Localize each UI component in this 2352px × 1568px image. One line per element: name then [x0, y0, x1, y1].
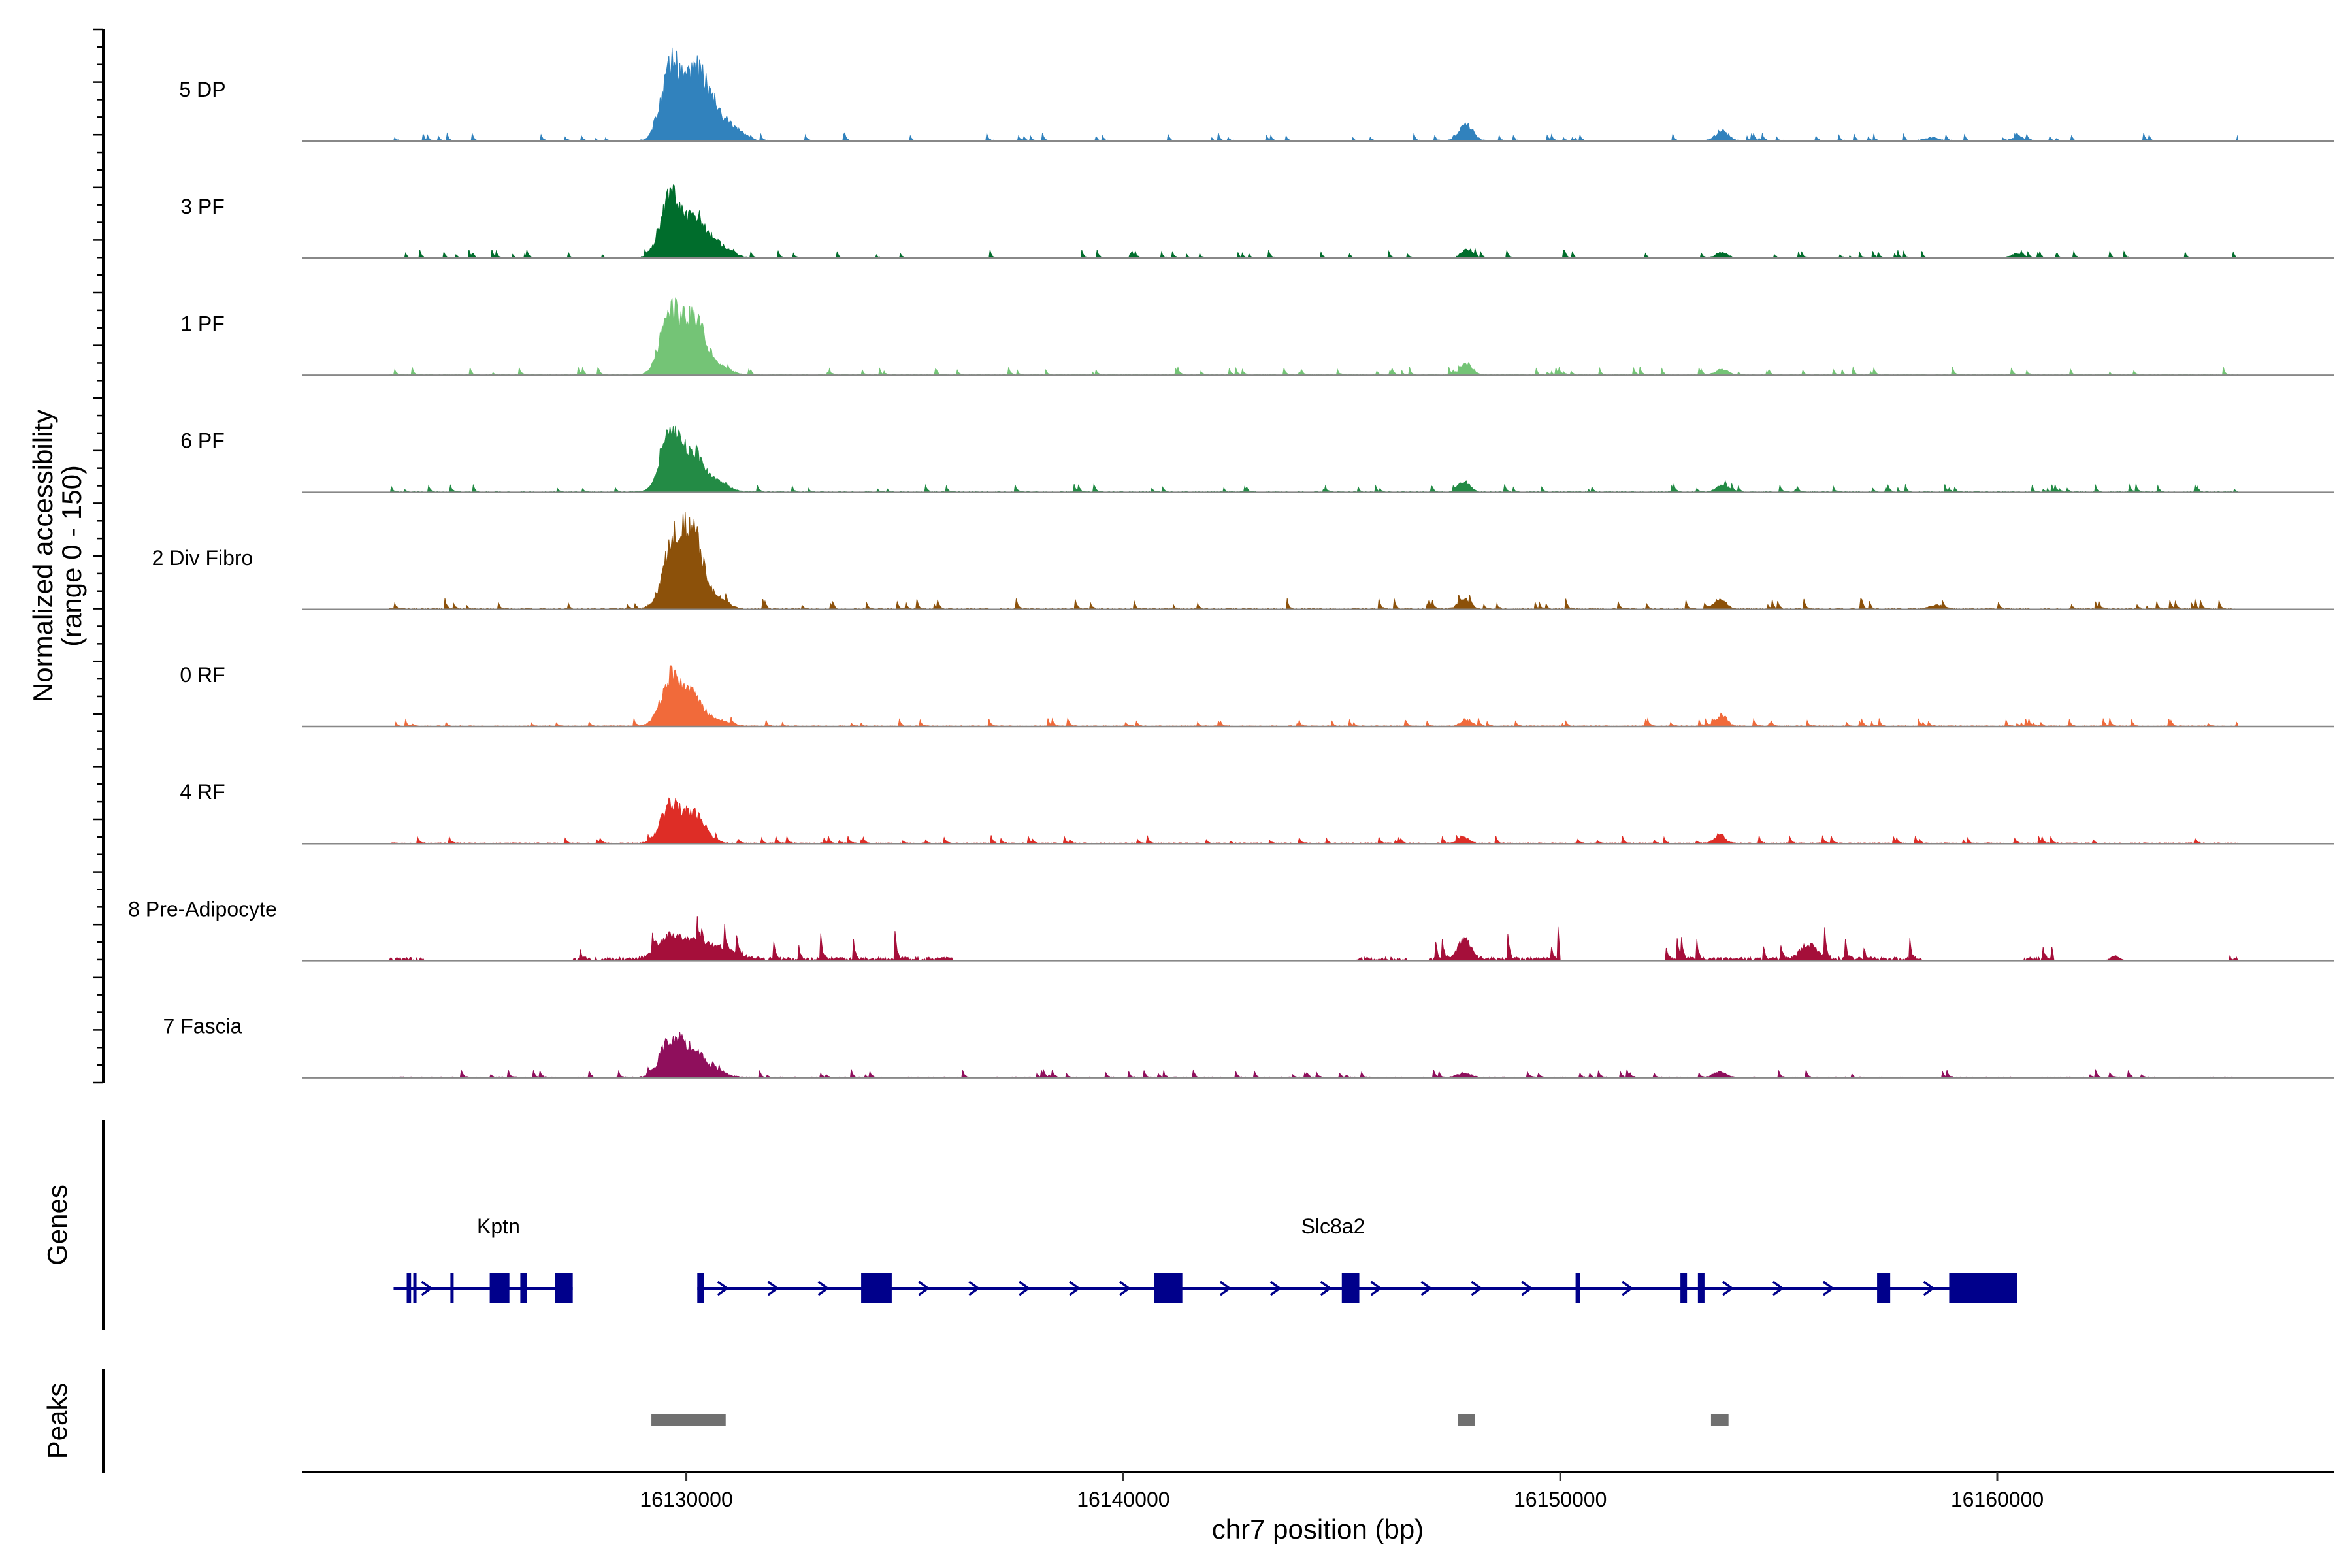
coverage-area [389, 797, 2238, 845]
y-axis-subtitle: (range 0 - 150) [56, 465, 87, 647]
coverage-area [389, 297, 2238, 376]
exon [413, 1273, 417, 1303]
strand-arrow [1772, 1281, 1784, 1296]
exon [697, 1273, 704, 1303]
strand-arrow [968, 1281, 981, 1296]
track-label: 0 RF [180, 663, 225, 687]
track-label: 4 RF [180, 780, 225, 804]
coverage-area [389, 425, 2238, 493]
gene-kptn: Kptn [393, 1215, 573, 1303]
strand-arrow [1069, 1281, 1081, 1296]
coverage-area [389, 512, 2238, 610]
track-label: 6 PF [180, 429, 225, 453]
track-label: 1 PF [180, 312, 225, 335]
track-3-pf: 3 PF [180, 184, 2334, 259]
track-label: 5 DP [179, 78, 225, 101]
peaks-panel-title: Peaks [42, 1383, 73, 1460]
track-label: 3 PF [180, 195, 225, 218]
strand-arrow [1923, 1281, 1935, 1296]
coverage-area [389, 1032, 2238, 1079]
exon [1949, 1273, 2017, 1303]
exon [1154, 1273, 1183, 1303]
strand-arrow [1269, 1281, 1282, 1296]
strand-arrow [1420, 1281, 1433, 1296]
track-label: 7 Fascia [163, 1015, 242, 1038]
exon [555, 1273, 573, 1303]
x-tick-label: 16150000 [1514, 1488, 1607, 1511]
exon [1697, 1273, 1705, 1303]
x-tick-label: 16140000 [1077, 1488, 1169, 1511]
track-label: 8 Pre-Adipocyte [128, 897, 277, 921]
strand-arrow [1822, 1281, 1835, 1296]
strand-arrow [1019, 1281, 1031, 1296]
strand-arrow [767, 1281, 779, 1296]
coverage-area [389, 47, 2238, 142]
exon [520, 1273, 527, 1303]
strand-arrow [1219, 1281, 1232, 1296]
x-axis-ticks: 16130000 16140000 16150000 16160000 [640, 1472, 2044, 1511]
strand-arrow [1471, 1281, 1483, 1296]
peak-region [651, 1414, 726, 1426]
exon [489, 1273, 510, 1303]
exon [1680, 1273, 1688, 1303]
track-6-pf: 6 PF [180, 425, 2334, 493]
peak-region [1458, 1414, 1475, 1426]
exon [1575, 1273, 1580, 1303]
coverage-area [389, 184, 2238, 259]
exon [406, 1273, 412, 1303]
peak-region [1710, 1414, 1729, 1426]
track-2-div-fibro: 2 Div Fibro [152, 512, 2334, 611]
x-tick-label: 16160000 [1951, 1488, 2044, 1511]
track-5-dp: 5 DP [179, 47, 2334, 142]
strand-arrow [918, 1281, 930, 1296]
genes-panel-title: Genes [42, 1184, 73, 1266]
coverage-tracks: 5 DP 3 PF 1 PF 6 PF 2 Div Fibro 0 RF 4 RF 8 Pre… [128, 47, 2334, 1079]
y-axis-ticks [93, 28, 103, 1084]
track-1-pf: 1 PF [180, 297, 2334, 376]
strand-arrow [421, 1281, 433, 1296]
x-tick-label: 16130000 [640, 1488, 732, 1511]
gene-name: Slc8a2 [1301, 1215, 1365, 1238]
y-axis-title: Normalized accessibility [27, 410, 58, 702]
strand-arrow [1370, 1281, 1382, 1296]
strand-arrow [1622, 1281, 1634, 1296]
gene-name: Kptn [477, 1215, 520, 1238]
exon [450, 1273, 454, 1303]
exon [1341, 1273, 1360, 1303]
track-4-rf: 4 RF [180, 780, 2334, 845]
track-label: 2 Div Fibro [152, 546, 253, 570]
track-0-rf: 0 RF [180, 663, 2334, 728]
peak-regions [651, 1414, 1729, 1426]
strand-arrow [1521, 1281, 1533, 1296]
strand-arrow [717, 1281, 729, 1296]
coverage-area [389, 916, 2238, 962]
x-axis-title: chr7 position (bp) [1212, 1514, 1424, 1544]
strand-arrow [1722, 1281, 1735, 1296]
strand-arrow [1320, 1281, 1332, 1296]
exon [1877, 1273, 1891, 1303]
track-7-fascia: 7 Fascia [163, 1015, 2334, 1079]
gene-slc8a2: Slc8a2 [697, 1215, 2017, 1303]
strand-arrow [1119, 1281, 1132, 1296]
strand-arrow [817, 1281, 830, 1296]
coverage-area [389, 665, 2238, 727]
gene-annotations: Kptn Slc8a2 [393, 1215, 2017, 1303]
track-8-pre-adipocyte: 8 Pre-Adipocyte [128, 897, 2334, 962]
exon [861, 1273, 892, 1303]
